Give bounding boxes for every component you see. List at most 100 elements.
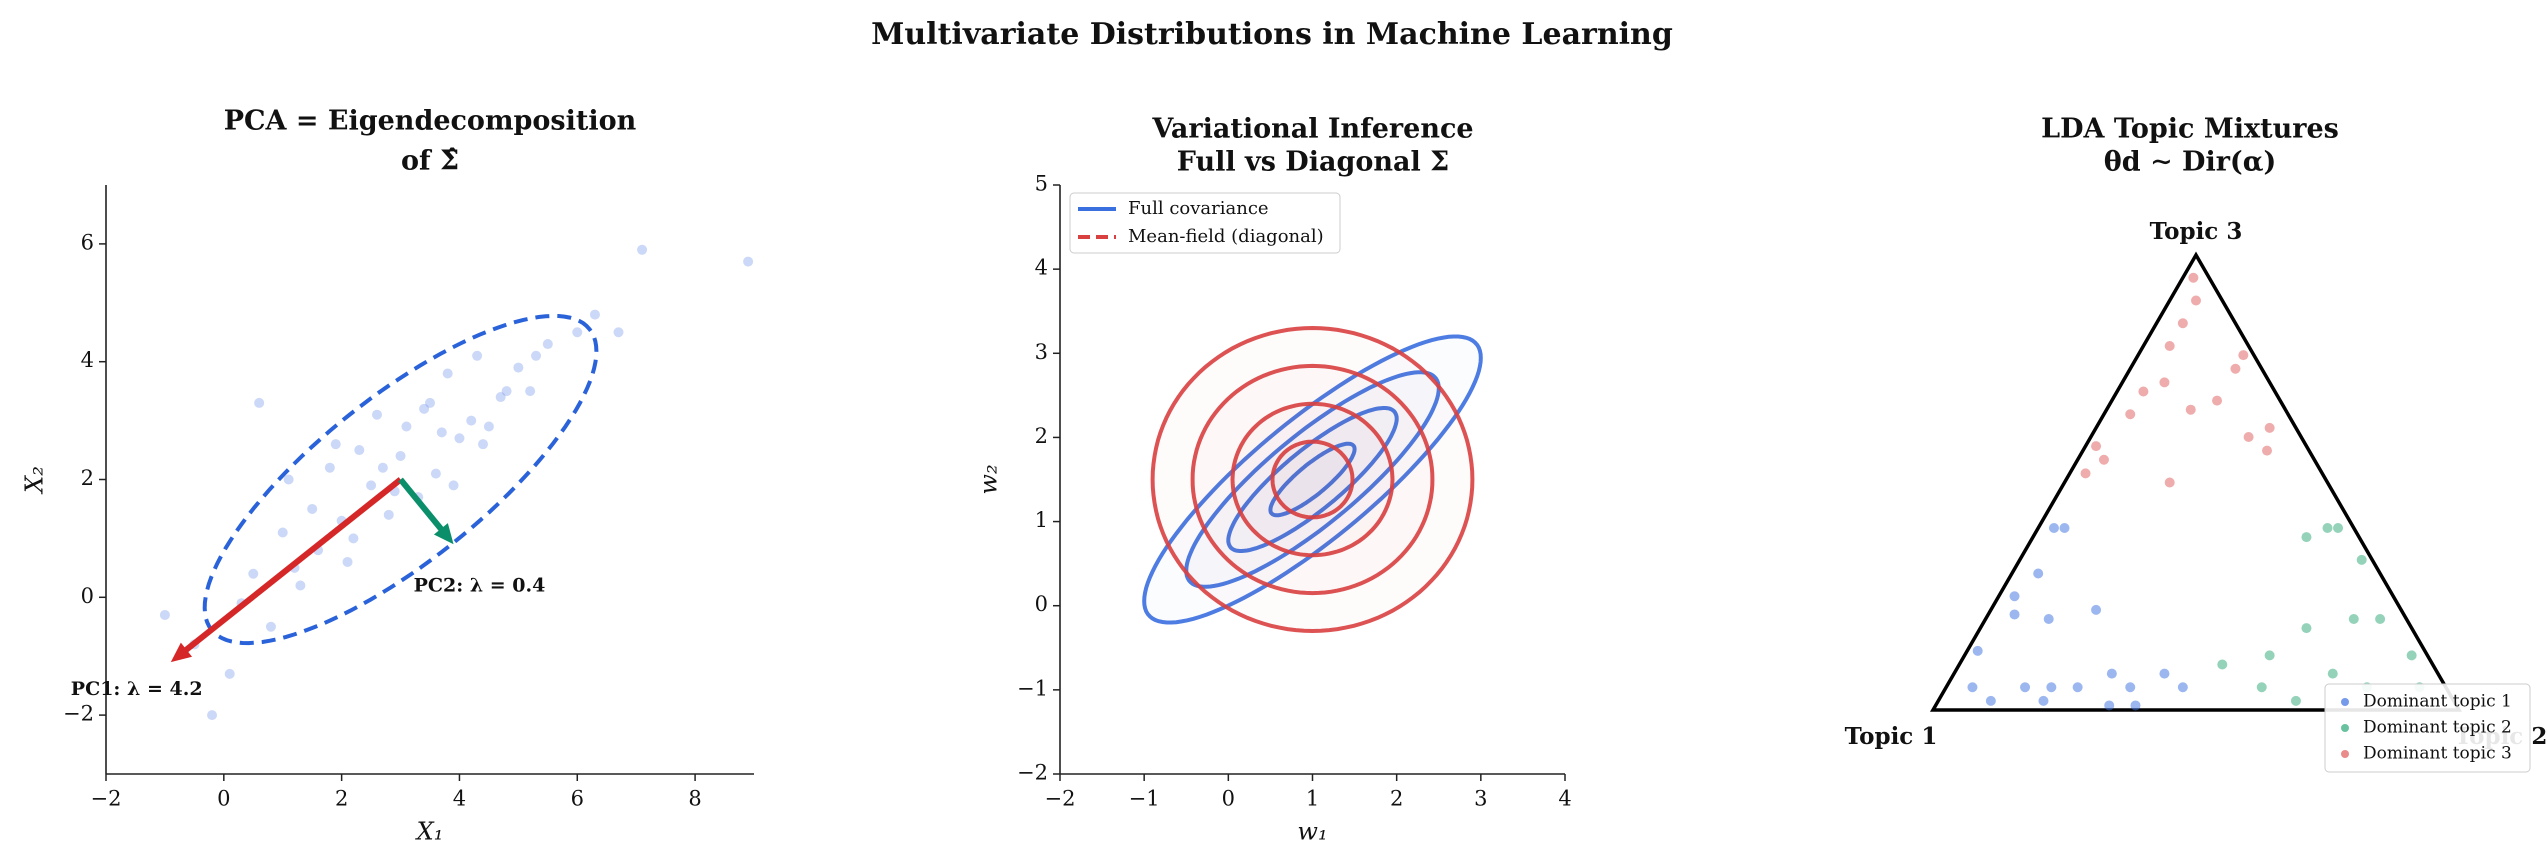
legend-swatch <box>2341 750 2349 758</box>
topic-point <box>2333 523 2344 533</box>
legend-box <box>1069 192 1341 254</box>
scatter-point <box>383 509 394 520</box>
x-tick-label: 1 <box>1306 787 1319 811</box>
scatter-point <box>743 256 754 267</box>
topic-point <box>2091 441 2102 452</box>
arrow-head <box>170 642 193 663</box>
corner-label: Topic 3 <box>2150 218 2243 245</box>
legend-swatch <box>2341 698 2349 706</box>
y-tick-label: 4 <box>81 348 94 372</box>
scatter-point <box>224 668 235 679</box>
scatter-point <box>436 427 447 438</box>
topic-point <box>2322 523 2333 533</box>
scatter-point <box>425 397 435 408</box>
topic-point <box>2059 523 2070 533</box>
panel-title: of Σ̂ <box>401 146 459 177</box>
scatter-point <box>572 327 583 338</box>
scatter-point <box>330 439 341 450</box>
y-tick-label: 4 <box>1035 256 1048 280</box>
panel-title: Variational Inference <box>1151 114 1473 145</box>
scatter-point <box>513 362 524 373</box>
scatter-point <box>495 392 506 403</box>
scatter-point <box>248 568 259 579</box>
legend-swatch <box>2341 724 2349 732</box>
arrow-head <box>433 523 454 545</box>
y-axis-label: X₂ <box>21 466 49 495</box>
topic-point <box>2356 554 2367 565</box>
topic-point <box>2020 682 2031 693</box>
contour-line <box>1142 334 1483 625</box>
topic-point <box>2038 695 2049 706</box>
panel-title: θd ∼ Dir(α) <box>2104 147 2277 178</box>
y-tick-label: −2 <box>63 702 94 726</box>
topic-point <box>2212 395 2223 406</box>
topic-point <box>2177 682 2188 693</box>
topic-point <box>2406 650 2417 661</box>
pc-arrow <box>398 477 448 536</box>
contour-line <box>1190 363 1435 596</box>
pc-label: PC2: λ = 0.4 <box>414 574 546 596</box>
scatter-point <box>501 386 512 397</box>
topic-point <box>1985 695 1996 706</box>
scatter-point <box>442 368 453 379</box>
x-tick-label: 8 <box>688 787 701 811</box>
topic-point <box>2043 614 2054 624</box>
legend-box <box>2324 683 2531 773</box>
scatter-point <box>483 421 494 432</box>
legend-label: Full covariance <box>1128 198 1269 219</box>
y-tick-label: 0 <box>1035 592 1048 616</box>
topic-point <box>2264 650 2275 661</box>
scatter-point <box>454 433 465 444</box>
topic-point <box>2262 445 2273 456</box>
pc-arrow <box>179 477 403 656</box>
scatter-point <box>348 533 359 544</box>
topic-point <box>2130 700 2141 711</box>
x-axis-label: w₁ <box>1297 818 1327 846</box>
scatter-point <box>472 350 483 361</box>
y-tick-label: 3 <box>1035 340 1048 364</box>
topic-point <box>2009 609 2020 620</box>
topic-point <box>2125 409 2136 420</box>
x-tick-label: −2 <box>1045 787 1076 811</box>
x-tick-label: 4 <box>1558 787 1571 811</box>
scatter-point <box>395 450 406 461</box>
scatter-point <box>207 710 218 721</box>
x-tick-label: −1 <box>1129 787 1160 811</box>
y-tick-label: 2 <box>81 466 94 490</box>
scatter-point <box>613 327 624 338</box>
topic-point <box>2138 386 2149 397</box>
scatter-point <box>307 503 318 514</box>
topic-point <box>2080 468 2091 479</box>
topic-point <box>2256 682 2267 693</box>
y-axis-label: w₂ <box>975 464 1003 494</box>
scatter-point <box>466 415 477 426</box>
scatter-point <box>419 403 430 414</box>
topic-point <box>2098 454 2109 465</box>
scatter-point <box>371 409 382 420</box>
contour-line <box>1230 401 1395 558</box>
y-tick-label: −1 <box>1017 676 1048 700</box>
scatter-point <box>589 309 600 320</box>
scatter-point <box>401 421 412 432</box>
pc-label: PC1: λ = 4.2 <box>71 678 203 700</box>
scatter-point <box>354 445 365 456</box>
topic-point <box>2159 377 2170 388</box>
scatter-point <box>283 474 294 485</box>
topic-point <box>2348 614 2359 624</box>
y-tick-label: −2 <box>1017 761 1048 785</box>
scatter-point <box>637 244 648 255</box>
scatter-point <box>324 462 335 473</box>
corner-label: Topic 1 <box>1845 723 1938 750</box>
scatter-point <box>448 480 459 491</box>
topic-point <box>2106 668 2117 679</box>
scatter-point <box>377 462 388 473</box>
x-tick-label: 2 <box>335 787 348 811</box>
topic-point <box>1967 682 1978 693</box>
panel-title: LDA Topic Mixtures <box>2041 114 2339 145</box>
contour-line <box>1270 439 1355 520</box>
topic-point <box>2217 659 2228 670</box>
topic-point <box>2327 668 2338 679</box>
topic-point <box>2238 350 2249 361</box>
topic-point <box>2290 695 2301 706</box>
